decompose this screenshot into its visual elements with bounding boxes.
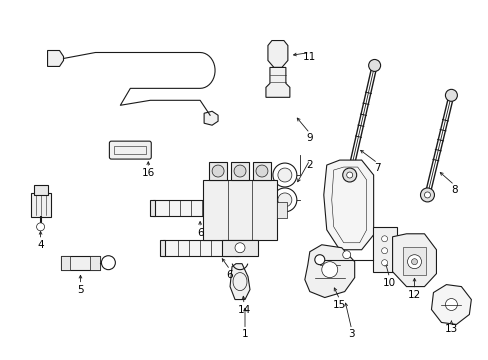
- Bar: [31, 193, 50, 217]
- Polygon shape: [229, 264, 249, 300]
- Text: 14: 14: [237, 305, 250, 315]
- Bar: [230, 162, 248, 180]
- Text: 10: 10: [382, 278, 395, 288]
- Text: 3: 3: [347, 329, 354, 339]
- Bar: [372, 227, 396, 272]
- Bar: [235, 240, 240, 256]
- Bar: [222, 240, 258, 256]
- Circle shape: [216, 201, 231, 215]
- Text: 15: 15: [332, 300, 346, 310]
- Circle shape: [235, 243, 244, 253]
- Circle shape: [368, 59, 380, 71]
- Text: 5: 5: [77, 285, 83, 294]
- Text: 1: 1: [241, 329, 248, 339]
- Circle shape: [445, 89, 456, 101]
- Circle shape: [342, 251, 350, 259]
- Polygon shape: [203, 111, 218, 125]
- Bar: [163, 240, 237, 256]
- Circle shape: [381, 260, 387, 266]
- Text: 2: 2: [306, 160, 312, 170]
- Polygon shape: [267, 41, 287, 67]
- Text: 11: 11: [303, 53, 316, 63]
- Circle shape: [411, 259, 417, 265]
- Polygon shape: [47, 50, 63, 67]
- Polygon shape: [392, 234, 436, 287]
- Polygon shape: [265, 67, 289, 97]
- Circle shape: [272, 163, 296, 187]
- Polygon shape: [304, 245, 354, 298]
- Bar: [209, 162, 226, 180]
- Bar: [152, 200, 217, 216]
- Text: 16: 16: [142, 168, 155, 178]
- Text: 13: 13: [444, 324, 457, 334]
- Circle shape: [236, 240, 250, 255]
- Bar: [61, 256, 100, 270]
- Bar: [252, 162, 270, 180]
- Circle shape: [314, 255, 324, 265]
- Circle shape: [277, 168, 291, 182]
- Text: 6: 6: [226, 270, 233, 280]
- Text: 8: 8: [450, 185, 457, 195]
- Circle shape: [272, 188, 296, 212]
- Circle shape: [420, 188, 433, 202]
- Bar: [150, 200, 155, 216]
- Circle shape: [381, 236, 387, 242]
- Circle shape: [321, 262, 337, 278]
- Circle shape: [234, 165, 245, 177]
- Bar: [277, 202, 287, 218]
- Circle shape: [212, 165, 224, 177]
- Circle shape: [101, 256, 115, 270]
- Bar: [160, 240, 165, 256]
- Circle shape: [277, 193, 291, 207]
- Circle shape: [445, 298, 456, 310]
- Bar: [202, 180, 277, 240]
- Circle shape: [407, 255, 421, 269]
- Bar: [34, 185, 47, 195]
- Circle shape: [346, 172, 352, 178]
- Bar: [90, 256, 100, 270]
- Text: 12: 12: [407, 289, 420, 300]
- Circle shape: [424, 192, 429, 198]
- Polygon shape: [323, 160, 373, 250]
- Text: 6: 6: [196, 228, 203, 238]
- Bar: [402, 247, 426, 275]
- Text: 7: 7: [373, 163, 380, 173]
- Text: 4: 4: [37, 240, 44, 250]
- Bar: [114, 146, 146, 154]
- Circle shape: [37, 223, 44, 231]
- FancyBboxPatch shape: [109, 141, 151, 159]
- Text: 9: 9: [306, 133, 312, 143]
- Bar: [61, 256, 70, 270]
- Polygon shape: [430, 285, 470, 324]
- Circle shape: [381, 248, 387, 254]
- Bar: [215, 200, 220, 216]
- Circle shape: [342, 168, 356, 182]
- Circle shape: [255, 165, 267, 177]
